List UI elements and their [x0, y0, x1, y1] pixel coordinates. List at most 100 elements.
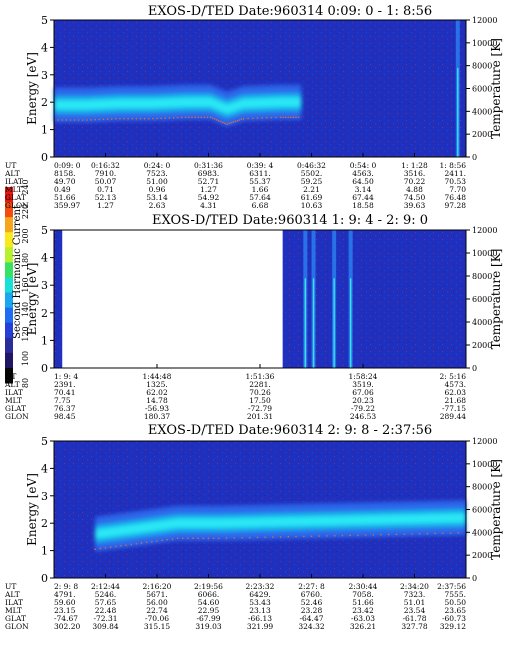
temperature-point — [207, 537, 210, 540]
temperature-point — [188, 116, 190, 119]
orbit-table-cell: 54.92 — [198, 193, 220, 202]
band-layer — [54, 97, 302, 114]
y-right-tick-label: 8000 — [472, 62, 492, 71]
temperature-point — [120, 545, 122, 547]
chart-title: EXOS-D/TED Date:960314 1: 9: 4 - 2: 9: 0 — [152, 213, 428, 228]
colorbar-swatch — [5, 292, 13, 309]
orbit-row-label: GLAT — [5, 614, 26, 623]
temperature-point — [225, 537, 228, 539]
temperature-point — [115, 118, 117, 120]
temperature-point — [176, 116, 179, 119]
orbit-table-cell: 326.21 — [350, 622, 376, 631]
temperature-point — [166, 538, 169, 541]
orbit-table-cell: 70.26 — [249, 388, 271, 397]
orbit-table-cell: -72.31 — [93, 614, 117, 623]
y-right-tick-label: 12000 — [472, 16, 497, 25]
orbit-table-cell: 321.99 — [247, 622, 273, 631]
temperature-point — [222, 121, 224, 124]
orbit-table-cell: 0:39: 4 — [247, 161, 274, 170]
temperature-point — [77, 119, 80, 121]
orbit-table-cell: 7058. — [352, 590, 373, 599]
orbit-table-cell: 8158. — [54, 169, 75, 178]
heatmap-band — [54, 84, 302, 127]
temperature-point — [290, 116, 292, 119]
orbit-table-cell: 2:23:32 — [246, 582, 275, 591]
y-right-tick-label: 12000 — [472, 437, 497, 446]
temperature-point — [115, 545, 117, 548]
orbit-table-cell: 2:27: 8 — [298, 582, 325, 591]
temperature-point — [364, 534, 367, 536]
y-right-tick-label: 4000 — [472, 318, 492, 327]
orbit-table-cell: 1325. — [146, 380, 167, 389]
colorbar-label: Second Harmonic Current — [12, 205, 23, 339]
orbit-table-cell: 61.69 — [301, 193, 323, 202]
colorbar-tick-label: 240 — [21, 179, 30, 194]
y-tick-label: 0 — [41, 572, 48, 585]
orbit-table-cell: 289.44 — [440, 412, 466, 421]
y-tick-label: 3 — [41, 490, 48, 503]
orbit-row-label: ALT — [4, 590, 20, 599]
orbit-table-cell: 5502. — [301, 169, 322, 178]
orbit-table-cell: 309.84 — [92, 622, 118, 631]
temperature-point — [127, 117, 129, 120]
orbit-table-cell: 1:44:48 — [143, 372, 172, 381]
orbit-table-cell: 22.74 — [146, 606, 168, 615]
orbit-table-cell: 23.54 — [404, 606, 426, 615]
orbit-row-label: MLT — [5, 606, 22, 615]
temperature-point — [206, 116, 209, 119]
orbit-table-cell: 59.25 — [301, 177, 323, 186]
temperature-point — [387, 533, 390, 536]
colorbar-tick-label: 160 — [21, 277, 30, 292]
colorbar-tick-label: 100 — [21, 351, 30, 366]
orbit-table-cell: 6.68 — [252, 201, 269, 210]
orbit-table-cell: 6760. — [301, 590, 322, 599]
y-tick-label: 1 — [41, 124, 48, 137]
orbit-table-cell: 2:12:44 — [91, 582, 120, 591]
heatmap-spike-core — [349, 278, 352, 368]
orbit-table-cell: 180.37 — [144, 412, 170, 421]
orbit-table-cell: 70.53 — [445, 177, 467, 186]
y-tick-label: 3 — [41, 69, 48, 82]
temperature-point — [125, 544, 127, 546]
orbit-table-cell: 64.50 — [352, 177, 374, 186]
orbit-table-cell: 14.78 — [146, 396, 168, 405]
y-right-tick-label: 8000 — [472, 483, 492, 492]
orbit-row-label: GLAT — [5, 404, 26, 413]
temperature-point — [357, 534, 359, 536]
y-right-tick-label: 2000 — [472, 551, 492, 560]
orbit-row-label: UT — [5, 372, 16, 381]
y-right-tick-label: 10000 — [472, 460, 497, 469]
orbit-table-cell: 201.31 — [247, 412, 273, 421]
orbit-table-cell: 327.78 — [401, 622, 427, 631]
orbit-table-cell: 2281. — [249, 380, 270, 389]
heatmap-spike-core — [333, 278, 335, 368]
temperature-point — [261, 117, 263, 119]
orbit-table-cell: -56.93 — [145, 404, 169, 413]
orbit-row-label: MLT — [5, 185, 22, 194]
temperature-point — [160, 117, 162, 120]
temperature-point — [194, 116, 196, 119]
temperature-point — [168, 117, 171, 119]
temperature-point — [220, 120, 222, 123]
temperature-point — [434, 532, 436, 535]
orbit-table-cell: 67.06 — [352, 388, 374, 397]
orbit-row-label: ALT — [4, 380, 20, 389]
colorbar-swatch — [5, 277, 13, 294]
orbit-table-cell: 2:34:20 — [400, 582, 429, 591]
y-tick-label: 4 — [41, 252, 48, 265]
y-right-tick-label: 6000 — [472, 85, 492, 94]
temperature-point — [279, 536, 282, 538]
chart-title: EXOS-D/TED Date:960314 2: 9: 8 - 2:37:56 — [148, 423, 432, 438]
temperature-point — [61, 119, 64, 121]
colorbar-swatch — [5, 367, 13, 384]
orbit-table-cell: 23.42 — [352, 606, 374, 615]
orbit-table-cell: -66.13 — [248, 614, 272, 623]
orbit-table-cell: 62.02 — [146, 388, 168, 397]
band-layer — [95, 513, 466, 539]
orbit-table-cell: 49.70 — [54, 177, 76, 186]
orbit-table-cell: 74.50 — [404, 193, 426, 202]
orbit-table-cell: 6311. — [249, 169, 270, 178]
colorbar-swatch — [5, 322, 13, 339]
orbit-table-cell: 4.31 — [200, 201, 217, 210]
orbit-table-cell: 10.63 — [301, 201, 323, 210]
